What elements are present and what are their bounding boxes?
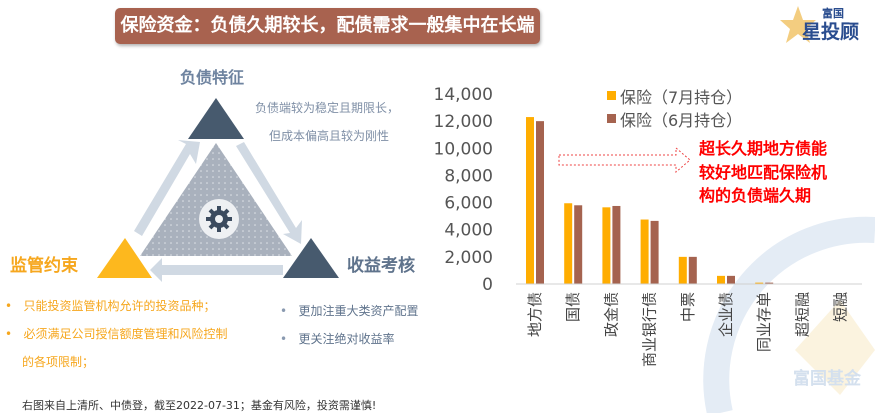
svg-text:超长久期地方债能: 超长久期地方债能 — [698, 139, 827, 158]
x-tick-label: 短融 — [832, 292, 850, 322]
x-tick-label: 商业银行债 — [641, 292, 659, 367]
bar-国债-1 — [574, 205, 583, 284]
bar-国债-0 — [564, 203, 573, 284]
watermark-text: 富国基金 — [793, 368, 862, 389]
logo: 富国 星投顾 — [780, 6, 859, 43]
page-title: 保险资金：负债久期较长，配债需求一般集中在长端利率债 — [115, 8, 540, 72]
bar-政金债-0 — [602, 207, 611, 284]
label-regulation: 监管约束 — [10, 256, 78, 276]
left-triangle — [97, 238, 152, 278]
y-tick-label: 10,000 — [434, 139, 493, 159]
regulation-bullets: • 只能投资监管机构允许的投资品种； • 必须满足公司授信额度管理和风险控制 的… — [5, 292, 265, 376]
cycle-arrows — [134, 140, 302, 282]
bar-商业银行债-0 — [640, 219, 649, 284]
bar-中票-1 — [688, 256, 697, 284]
bar-商业银行债-1 — [650, 220, 659, 284]
footnote: 右图来自上清所、中债登，截至2022-07-31；基金有风险，投资需谨慎! — [22, 399, 377, 412]
bullet-item: • 只能投资监管机构允许的投资品种； — [5, 299, 216, 313]
svg-text:较好地匹配保险机: 较好地匹配保险机 — [699, 163, 827, 182]
annotation: 超长久期地方债能 较好地匹配保险机 构的负债端久期 — [698, 139, 827, 205]
label-return: 收益考核 — [347, 256, 415, 276]
star-icon — [780, 6, 816, 43]
legend-label-6: 保险（6月持仓） — [620, 111, 742, 130]
svg-text:富国: 富国 — [822, 6, 844, 20]
x-tick-label: 超短融 — [793, 292, 811, 337]
return-bullets: • 更加注重大类资产配置 • 更关注绝对收益率 — [280, 297, 419, 353]
bullet-item: • 更关注绝对收益率 — [280, 332, 395, 346]
bullet-item: • 必须满足公司授信额度管理和风险控制 — [5, 327, 228, 341]
triangle-diagram — [97, 98, 339, 282]
x-tick-label: 同业存单 — [755, 292, 773, 352]
svg-text:星投顾: 星投顾 — [802, 20, 859, 43]
bar-中票-0 — [678, 256, 687, 284]
bar-同业存单-1 — [765, 282, 774, 284]
bar-企业债-0 — [717, 275, 725, 284]
label-liability: 负债特征 — [180, 68, 245, 87]
x-tick-label: 中票 — [679, 292, 697, 322]
bar-企业债-1 — [727, 275, 735, 284]
bar-政金债-1 — [612, 205, 621, 284]
x-tick-label: 政金债 — [602, 292, 620, 337]
gear-icon — [206, 206, 232, 232]
liability-desc-2: 但成本偏高且较为刚性 — [269, 129, 390, 143]
top-triangle — [188, 98, 244, 139]
y-tick-label: 14,000 — [434, 85, 493, 105]
dashed-arrow-icon — [558, 146, 691, 174]
legend-swatch-6 — [607, 114, 616, 123]
x-tick-label: 企业债 — [717, 292, 735, 337]
liability-desc-1: 负债端较为稳定且期限长， — [255, 101, 400, 115]
y-tick-label: 8,000 — [444, 166, 493, 186]
bar-地方债-1 — [536, 121, 544, 285]
legend-swatch-7 — [607, 91, 616, 100]
legend-label-7: 保险（7月持仓） — [620, 88, 742, 107]
bar-同业存单-0 — [755, 282, 764, 284]
right-triangle — [283, 238, 339, 278]
y-tick-label: 4,000 — [444, 221, 493, 241]
y-tick-label: 6,000 — [444, 194, 493, 214]
y-tick-label: 12,000 — [434, 112, 493, 132]
bar-地方债-0 — [526, 117, 534, 284]
legend: 保险（7月持仓） 保险（6月持仓） — [607, 88, 742, 130]
svg-text:构的负债端久期: 构的负债端久期 — [699, 186, 811, 205]
y-tick-label: 2,000 — [444, 248, 493, 268]
x-tick-label: 国债 — [564, 292, 582, 322]
bullet-item: • 更加注重大类资产配置 — [280, 304, 419, 318]
x-tick-label: 地方债 — [526, 292, 544, 337]
y-tick-label: 0 — [482, 275, 493, 295]
